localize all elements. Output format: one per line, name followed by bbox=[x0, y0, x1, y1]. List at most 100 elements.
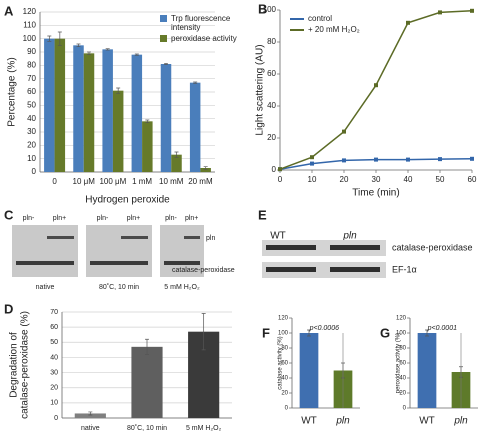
y-tick-label: 110 bbox=[23, 20, 36, 29]
legend-label: + 20 mM H₂O₂ bbox=[308, 25, 360, 34]
error-bar bbox=[145, 338, 149, 355]
annotation: p<0.0001 bbox=[427, 325, 457, 332]
gel-band bbox=[164, 261, 200, 265]
x-tick-label: pln bbox=[453, 416, 468, 427]
error-bar bbox=[193, 81, 198, 84]
legend: Trp fluorescence intensity peroxidase act… bbox=[160, 14, 242, 45]
bar bbox=[171, 154, 182, 172]
y-tick-label: 60 bbox=[281, 361, 288, 367]
y-tick-label: 20 bbox=[50, 385, 58, 392]
y-tick-label: 40 bbox=[281, 376, 288, 382]
bar bbox=[54, 38, 66, 172]
lane-label: pln- bbox=[165, 215, 177, 222]
legend-item: peroxidase activity bbox=[160, 34, 242, 43]
y-tick-label: 60 bbox=[27, 87, 36, 96]
y-tick-label: 100 bbox=[278, 331, 289, 337]
y-tick-label: 30 bbox=[27, 127, 36, 136]
x-tick-label: 40 bbox=[404, 175, 413, 184]
panel-letter: A bbox=[4, 3, 14, 18]
lane-label: pln+ bbox=[53, 215, 66, 222]
y-axis-title: Percentage (%) bbox=[7, 57, 18, 126]
gel-band bbox=[90, 261, 148, 265]
error-bar bbox=[164, 62, 168, 66]
legend-item: Trp fluorescence intensity bbox=[160, 14, 242, 32]
bar bbox=[112, 90, 124, 172]
bar bbox=[189, 82, 201, 172]
x-tick-label: native bbox=[81, 425, 100, 432]
y-tick-label: 50 bbox=[27, 100, 36, 109]
legend: control + 20 mM H₂O₂ bbox=[290, 14, 400, 36]
x-tick-label: WT bbox=[419, 416, 435, 427]
marker bbox=[406, 20, 410, 25]
y-tick-label: 0 bbox=[285, 406, 289, 412]
bar bbox=[142, 121, 153, 172]
gel-band bbox=[330, 245, 380, 250]
annotation: p<0.0006 bbox=[309, 325, 339, 332]
legend-item: + 20 mM H₂O₂ bbox=[290, 25, 400, 34]
y-tick-label: 40 bbox=[399, 376, 406, 382]
gel-band bbox=[47, 236, 74, 239]
legend-swatch bbox=[290, 29, 304, 31]
x-tick-label: 10 μM bbox=[73, 177, 96, 186]
legend-label: peroxidase activity bbox=[171, 34, 237, 43]
panel-letter: G bbox=[380, 325, 390, 340]
error-bar bbox=[116, 87, 121, 94]
error-bar bbox=[47, 35, 52, 42]
y-tick-label: 40 bbox=[267, 101, 276, 110]
bar bbox=[102, 49, 113, 173]
error-bar bbox=[134, 53, 139, 56]
panel-letter: E bbox=[258, 207, 267, 222]
condition-label: 80˚C, 10 min bbox=[99, 283, 139, 291]
marker bbox=[406, 157, 410, 162]
y-tick-label: 100 bbox=[263, 5, 277, 14]
y-tick-label: 20 bbox=[281, 391, 288, 397]
y-tick-label: 100 bbox=[396, 331, 407, 337]
error-bar bbox=[105, 48, 110, 51]
x-tick-label: 60 bbox=[468, 175, 477, 184]
gel-band bbox=[16, 261, 74, 265]
x-tick-label: WT bbox=[301, 416, 317, 427]
marker bbox=[470, 8, 474, 13]
panel-letter: B bbox=[258, 1, 267, 16]
gel-band bbox=[266, 245, 316, 250]
x-tick-label: 20 bbox=[340, 175, 349, 184]
error-bar bbox=[87, 51, 91, 56]
x-tick-label: 1 mM bbox=[132, 177, 152, 186]
legend-swatch bbox=[160, 15, 167, 22]
error-bar bbox=[88, 411, 93, 416]
x-tick-label: 5 mM H₂O₂ bbox=[186, 425, 222, 432]
y-tick-label: 70 bbox=[27, 74, 36, 83]
legend-label: control bbox=[308, 14, 333, 23]
y-tick-label: 60 bbox=[267, 69, 276, 78]
y-tick-label: 80 bbox=[281, 346, 288, 352]
x-tick-label: 80˚C, 10 min bbox=[127, 424, 167, 432]
x-axis-title: Hydrogen peroxide bbox=[85, 195, 170, 206]
gel-band bbox=[184, 236, 200, 239]
gel-strip bbox=[262, 240, 386, 256]
y-tick-label: 10 bbox=[50, 400, 58, 407]
y-tick-label: 40 bbox=[27, 114, 36, 123]
y-axis-title: Degradation of bbox=[9, 332, 20, 398]
band-label: catalase-peroxidase bbox=[172, 267, 235, 274]
error-bar bbox=[57, 31, 62, 46]
x-tick-label: 20 mM bbox=[188, 177, 213, 186]
y-tick-label: 100 bbox=[23, 34, 37, 43]
lane-label: pln+ bbox=[127, 215, 140, 222]
x-tick-label: 30 bbox=[372, 175, 381, 184]
lane-label: WT bbox=[270, 231, 286, 242]
y-axis-title: catalase-peroxidase (%) bbox=[20, 311, 31, 419]
y-tick-label: 20 bbox=[267, 133, 276, 142]
y-tick-label: 80 bbox=[27, 60, 36, 69]
bar bbox=[73, 45, 84, 173]
bar bbox=[200, 168, 211, 172]
gel-band bbox=[266, 267, 316, 272]
marker bbox=[438, 157, 442, 162]
error-bar bbox=[201, 313, 206, 351]
y-tick-label: 50 bbox=[50, 339, 58, 346]
y-tick-label: 70 bbox=[50, 309, 58, 316]
bar bbox=[83, 53, 95, 173]
y-tick-label: 90 bbox=[27, 47, 36, 56]
bar bbox=[417, 333, 437, 408]
marker bbox=[374, 157, 378, 162]
gel-image bbox=[160, 225, 204, 277]
